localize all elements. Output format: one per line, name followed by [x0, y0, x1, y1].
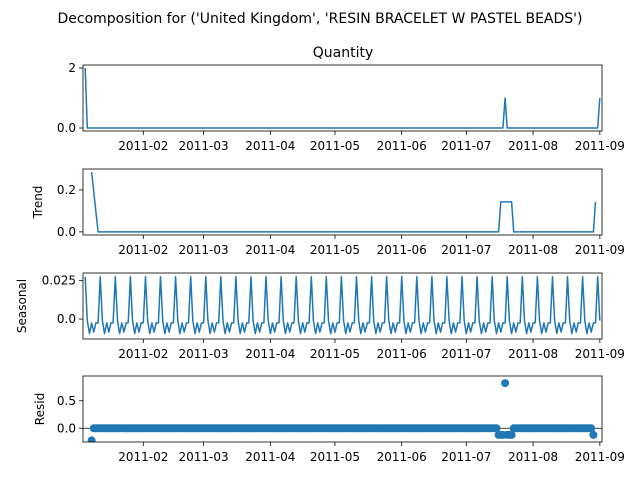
x-tick-label-resid: 2011-06 — [377, 450, 427, 464]
y-tick-label-trend: 0.2 — [57, 183, 76, 197]
x-tick-label-trend: 2011-03 — [179, 243, 229, 257]
y-tick-label-seasonal: 0.0 — [57, 312, 76, 326]
y-tick-label-observed: 0.0 — [57, 121, 76, 135]
trend-ylabel: Trend — [31, 186, 45, 220]
x-tick-label-trend: 2011-05 — [310, 243, 360, 257]
x-tick-label-seasonal: 2011-02 — [118, 347, 168, 361]
panel-frame-trend — [82, 168, 603, 236]
plot-area-trend — [90, 171, 597, 233]
panel-frame-seasonal — [82, 272, 603, 340]
figure-suptitle: Decomposition for ('United Kingdom', 'RE… — [57, 11, 582, 27]
y-tick-label-observed: 2 — [68, 61, 76, 75]
x-tick-label-seasonal: 2011-04 — [245, 347, 295, 361]
x-tick-label-observed: 2011-07 — [441, 139, 491, 153]
x-tick-label-observed: 2011-08 — [508, 139, 558, 153]
x-tick-label-seasonal: 2011-05 — [310, 347, 360, 361]
x-tick-label-resid: 2011-07 — [441, 450, 491, 464]
x-tick-label-seasonal: 2011-03 — [179, 347, 229, 361]
x-tick-label-seasonal: 2011-06 — [377, 347, 427, 361]
observed-panel-title: Quantity — [313, 45, 374, 61]
x-tick-label-resid: 2011-02 — [118, 450, 168, 464]
resid-point — [587, 424, 596, 433]
resid-point — [87, 436, 96, 442]
x-tick-label-seasonal: 2011-08 — [508, 347, 558, 361]
x-tick-label-resid: 2011-04 — [245, 450, 295, 464]
chart-panels: 0.0 2 2011-02 2011-03 2011-04 2011-05 2011-06 2… — [42, 61, 625, 464]
resid-ylabel: Resid — [33, 393, 47, 425]
x-tick-label-observed: 2011-03 — [179, 139, 229, 153]
plot-area-observed — [84, 67, 601, 129]
x-tick-label-trend: 2011-09 — [575, 243, 625, 257]
x-tick-label-seasonal: 2011-07 — [441, 347, 491, 361]
resid-point — [501, 379, 510, 388]
resid-point — [589, 430, 598, 439]
panel-frame-resid — [82, 375, 603, 443]
x-tick-label-trend: 2011-02 — [118, 243, 168, 257]
resid-point — [507, 430, 516, 439]
x-tick-label-trend: 2011-08 — [508, 243, 558, 257]
panel-observed: 0.0 2 2011-02 2011-03 2011-04 2011-05 2011-06 2… — [57, 61, 625, 153]
x-tick-label-observed: 2011-04 — [245, 139, 295, 153]
x-tick-label-observed: 2011-06 — [377, 139, 427, 153]
x-tick-label-observed: 2011-09 — [575, 139, 625, 153]
y-tick-label-seasonal: 0.025 — [42, 274, 76, 288]
observed-series-line — [84, 67, 601, 129]
y-tick-label-resid: 0.0 — [57, 421, 76, 435]
plot-area-resid — [83, 379, 602, 442]
trend-series-line — [90, 171, 597, 233]
panel-resid: 0.0 0.5 2011-02 2011-03 2011-04 2011-05 2011-0… — [57, 375, 625, 464]
x-tick-label-resid: 2011-05 — [310, 450, 360, 464]
y-tick-label-resid: 0.5 — [57, 394, 76, 408]
x-tick-label-seasonal: 2011-09 — [575, 347, 625, 361]
resid-point — [492, 424, 501, 433]
seasonal-series-line — [84, 276, 601, 335]
seasonal-ylabel: Seasonal — [15, 279, 29, 333]
x-tick-label-trend: 2011-04 — [245, 243, 295, 257]
x-tick-label-trend: 2011-07 — [441, 243, 491, 257]
x-tick-label-resid: 2011-03 — [179, 450, 229, 464]
panel-frame-observed — [82, 64, 603, 132]
x-tick-label-trend: 2011-06 — [377, 243, 427, 257]
x-tick-label-observed: 2011-02 — [118, 139, 168, 153]
x-tick-label-observed: 2011-05 — [310, 139, 360, 153]
plot-area-seasonal — [84, 276, 601, 335]
y-tick-label-trend: 0.0 — [57, 225, 76, 239]
panel-trend: 0.0 0.2 2011-02 2011-03 2011-04 2011-05 2011-0… — [57, 168, 625, 257]
x-tick-label-resid: 2011-08 — [508, 450, 558, 464]
x-tick-label-resid: 2011-09 — [575, 450, 625, 464]
panel-seasonal: 0.0 0.025 2011-02 2011-03 2011-04 2011-05 2011… — [42, 272, 625, 361]
